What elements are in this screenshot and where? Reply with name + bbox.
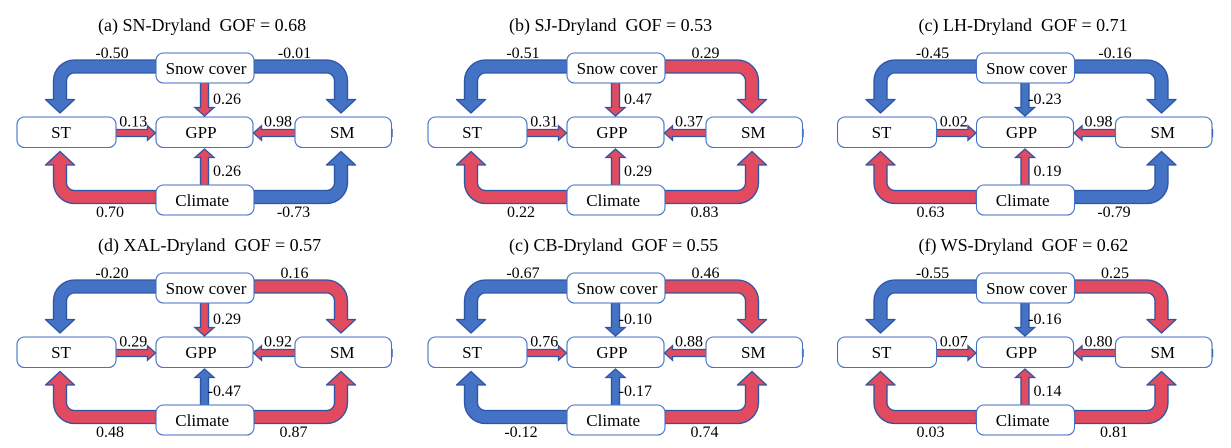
svg-text:0.29: 0.29 xyxy=(624,163,652,180)
svg-text:(c) LH-Dryland GOF = 0.71: (c) LH-Dryland GOF = 0.71 xyxy=(919,15,1128,36)
svg-text:-0.12: -0.12 xyxy=(504,424,537,441)
svg-text:0.88: 0.88 xyxy=(675,334,703,351)
svg-text:0.70: 0.70 xyxy=(96,204,124,221)
svg-text:GPP: GPP xyxy=(1006,123,1037,142)
svg-text:-0.79: -0.79 xyxy=(1097,204,1130,221)
svg-text:0.25: 0.25 xyxy=(1101,265,1129,282)
svg-text:0.83: 0.83 xyxy=(691,204,719,221)
svg-text:0.81: 0.81 xyxy=(1100,424,1128,441)
svg-text:GPP: GPP xyxy=(185,123,216,142)
svg-text:0.02: 0.02 xyxy=(940,114,968,131)
svg-text:GPP: GPP xyxy=(596,123,627,142)
svg-text:ST: ST xyxy=(462,123,482,142)
svg-text:0.31: 0.31 xyxy=(530,114,558,131)
svg-text:-0.50: -0.50 xyxy=(95,45,128,62)
svg-text:0.74: 0.74 xyxy=(691,424,719,441)
svg-text:ST: ST xyxy=(462,343,482,362)
svg-text:0.29: 0.29 xyxy=(213,311,241,328)
svg-text:0.98: 0.98 xyxy=(264,114,292,131)
svg-text:(d) XAL-Dryland GOF = 0.57: (d) XAL-Dryland GOF = 0.57 xyxy=(98,235,321,256)
svg-text:0.98: 0.98 xyxy=(1085,114,1113,131)
svg-text:-0.16: -0.16 xyxy=(1098,45,1131,62)
svg-text:0.14: 0.14 xyxy=(1034,383,1062,400)
svg-text:ST: ST xyxy=(872,343,892,362)
svg-text:-0.73: -0.73 xyxy=(277,204,310,221)
svg-text:Climate: Climate xyxy=(586,411,640,430)
svg-text:Climate: Climate xyxy=(175,191,229,210)
svg-text:(a) SN-Dryland GOF = 0.68: (a) SN-Dryland GOF = 0.68 xyxy=(98,15,306,36)
svg-text:(b) SJ-Dryland GOF = 0.53: (b) SJ-Dryland GOF = 0.53 xyxy=(509,15,712,36)
svg-text:0.46: 0.46 xyxy=(692,265,720,282)
svg-text:0.19: 0.19 xyxy=(1034,163,1062,180)
svg-text:0.80: 0.80 xyxy=(1085,334,1113,351)
svg-text:-0.55: -0.55 xyxy=(916,265,949,282)
svg-text:0.63: 0.63 xyxy=(917,204,945,221)
svg-text:-0.20: -0.20 xyxy=(95,265,128,282)
svg-text:Snow cover: Snow cover xyxy=(166,59,247,78)
svg-text:-0.47: -0.47 xyxy=(208,383,241,400)
svg-text:-0.51: -0.51 xyxy=(506,45,539,62)
svg-text:(f) WS-Dryland GOF = 0.62: (f) WS-Dryland GOF = 0.62 xyxy=(919,235,1129,256)
svg-text:0.87: 0.87 xyxy=(280,424,308,441)
svg-text:Climate: Climate xyxy=(996,191,1050,210)
svg-text:Climate: Climate xyxy=(996,411,1050,430)
svg-text:-0.01: -0.01 xyxy=(278,45,311,62)
svg-text:SM: SM xyxy=(1150,343,1175,362)
svg-text:0.47: 0.47 xyxy=(624,91,652,108)
svg-text:-0.45: -0.45 xyxy=(916,45,949,62)
svg-text:Snow cover: Snow cover xyxy=(986,279,1067,298)
svg-text:0.13: 0.13 xyxy=(119,114,147,131)
svg-text:SM: SM xyxy=(1150,123,1175,142)
svg-text:0.26: 0.26 xyxy=(213,163,241,180)
svg-text:SM: SM xyxy=(741,343,766,362)
svg-text:SM: SM xyxy=(741,123,766,142)
svg-text:-0.16: -0.16 xyxy=(1028,311,1061,328)
svg-text:Climate: Climate xyxy=(175,411,229,430)
svg-text:-0.17: -0.17 xyxy=(619,383,652,400)
svg-text:0.07: 0.07 xyxy=(940,334,968,351)
svg-text:ST: ST xyxy=(51,123,71,142)
svg-text:0.48: 0.48 xyxy=(96,424,124,441)
svg-text:ST: ST xyxy=(51,343,71,362)
svg-text:0.76: 0.76 xyxy=(530,334,558,351)
svg-text:-0.67: -0.67 xyxy=(506,265,539,282)
svg-text:Climate: Climate xyxy=(586,191,640,210)
svg-text:Snow cover: Snow cover xyxy=(986,59,1067,78)
svg-text:0.26: 0.26 xyxy=(213,91,241,108)
svg-text:SM: SM xyxy=(330,123,355,142)
svg-text:0.03: 0.03 xyxy=(917,424,945,441)
svg-text:GPP: GPP xyxy=(1006,343,1037,362)
svg-text:GPP: GPP xyxy=(596,343,627,362)
svg-text:0.37: 0.37 xyxy=(675,114,703,131)
svg-text:(c) CB-Dryland GOF = 0.55: (c) CB-Dryland GOF = 0.55 xyxy=(509,235,718,256)
svg-text:0.22: 0.22 xyxy=(507,204,535,221)
svg-text:0.29: 0.29 xyxy=(692,45,720,62)
svg-text:ST: ST xyxy=(872,123,892,142)
svg-text:Snow cover: Snow cover xyxy=(577,59,658,78)
svg-text:SM: SM xyxy=(330,343,355,362)
svg-text:0.16: 0.16 xyxy=(281,265,309,282)
svg-text:GPP: GPP xyxy=(185,343,216,362)
svg-text:Snow cover: Snow cover xyxy=(577,279,658,298)
svg-text:-0.10: -0.10 xyxy=(619,311,652,328)
svg-text:-0.23: -0.23 xyxy=(1028,91,1061,108)
svg-text:Snow cover: Snow cover xyxy=(166,279,247,298)
svg-text:0.29: 0.29 xyxy=(119,334,147,351)
svg-text:0.92: 0.92 xyxy=(264,334,292,351)
